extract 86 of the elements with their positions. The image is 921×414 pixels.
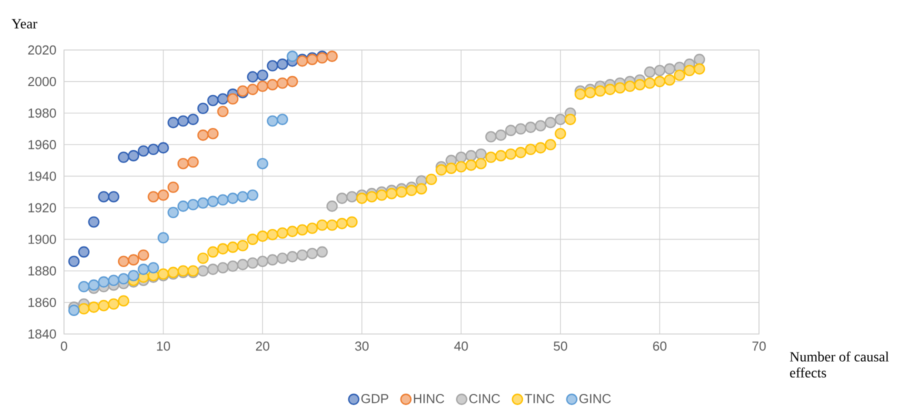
legend-label: GINC xyxy=(579,394,611,404)
x-tick-label: 60 xyxy=(653,342,666,351)
legend-label: HINC xyxy=(414,394,444,404)
y-axis-title: Year xyxy=(12,19,38,28)
x-tick-label: 70 xyxy=(752,342,766,351)
point xyxy=(148,191,160,202)
point xyxy=(78,281,90,292)
point xyxy=(207,94,219,106)
point xyxy=(256,158,268,170)
point xyxy=(197,130,209,141)
point xyxy=(326,50,338,62)
point xyxy=(256,80,268,92)
point xyxy=(148,262,160,274)
y-tick-label: 1940 xyxy=(28,172,56,181)
point xyxy=(108,191,120,202)
point xyxy=(88,279,100,291)
legend-label: CINC xyxy=(469,394,500,404)
point xyxy=(178,158,189,170)
point xyxy=(187,198,199,210)
point xyxy=(68,304,80,316)
point xyxy=(98,191,110,202)
point xyxy=(247,71,258,82)
y-tick-label: 1840 xyxy=(28,329,56,339)
point xyxy=(118,256,130,268)
y-tick-label: 1860 xyxy=(28,298,56,308)
point xyxy=(178,115,189,127)
point xyxy=(197,102,209,114)
point xyxy=(207,196,219,208)
point xyxy=(128,254,140,266)
point xyxy=(187,156,199,168)
point xyxy=(256,70,268,81)
y-tick-label: 1920 xyxy=(28,203,56,212)
point xyxy=(237,191,248,202)
y-tick-label: 1960 xyxy=(28,140,56,150)
point xyxy=(276,77,288,89)
legend-label: TINC xyxy=(524,394,554,404)
point xyxy=(276,58,288,70)
point xyxy=(217,93,229,105)
y-tick-label: 1880 xyxy=(28,266,56,276)
point xyxy=(158,189,169,201)
point xyxy=(88,216,100,228)
x-tick-label: 30 xyxy=(355,342,369,351)
legend-label: GDP xyxy=(361,394,388,404)
point xyxy=(168,206,179,218)
point xyxy=(78,246,90,258)
x-tick-label: 40 xyxy=(454,342,468,351)
point xyxy=(168,116,179,128)
point xyxy=(118,152,130,163)
x-tick-label: 50 xyxy=(554,342,568,351)
point xyxy=(217,194,229,206)
point xyxy=(286,50,298,62)
point xyxy=(178,200,189,212)
y-tick-label: 1980 xyxy=(28,108,56,118)
point xyxy=(227,93,238,105)
point xyxy=(138,264,150,275)
point xyxy=(266,115,278,127)
point xyxy=(266,79,278,90)
point xyxy=(266,60,278,72)
point xyxy=(158,142,169,154)
point xyxy=(187,114,199,126)
point xyxy=(247,84,258,96)
point xyxy=(108,274,120,286)
point xyxy=(138,145,150,157)
point xyxy=(197,197,209,209)
y-tick-label: 1900 xyxy=(28,234,56,244)
point xyxy=(148,144,160,156)
y-tick-label: 2020 xyxy=(28,45,56,55)
point xyxy=(158,232,169,244)
y-tick-label: 2000 xyxy=(28,76,56,86)
point xyxy=(138,249,150,261)
point xyxy=(118,273,130,284)
x-tick-label: 10 xyxy=(157,342,170,351)
point xyxy=(276,114,288,126)
point xyxy=(68,256,80,268)
point xyxy=(286,76,298,88)
x-tick-label: 0 xyxy=(60,342,68,351)
point xyxy=(217,106,229,118)
point xyxy=(247,189,258,201)
point xyxy=(207,128,219,140)
x-tick-label: 20 xyxy=(256,342,270,351)
point xyxy=(168,182,179,193)
point xyxy=(128,150,140,162)
x-axis-title: Number of causal effects xyxy=(790,352,889,378)
point xyxy=(98,276,110,288)
point xyxy=(227,192,238,204)
point xyxy=(128,270,140,282)
